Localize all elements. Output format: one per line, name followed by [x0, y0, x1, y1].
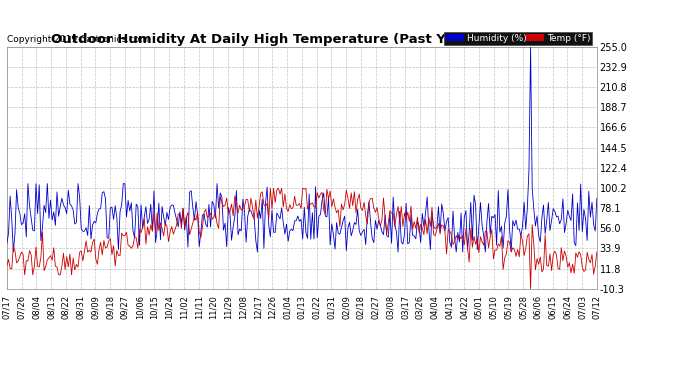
Text: Copyright 2019 Cartronics.com: Copyright 2019 Cartronics.com [7, 36, 148, 45]
Legend: Humidity (%), Temp (°F): Humidity (%), Temp (°F) [444, 32, 592, 45]
Title: Outdoor Humidity At Daily High Temperature (Past Year) 20190717: Outdoor Humidity At Daily High Temperatu… [51, 33, 553, 46]
